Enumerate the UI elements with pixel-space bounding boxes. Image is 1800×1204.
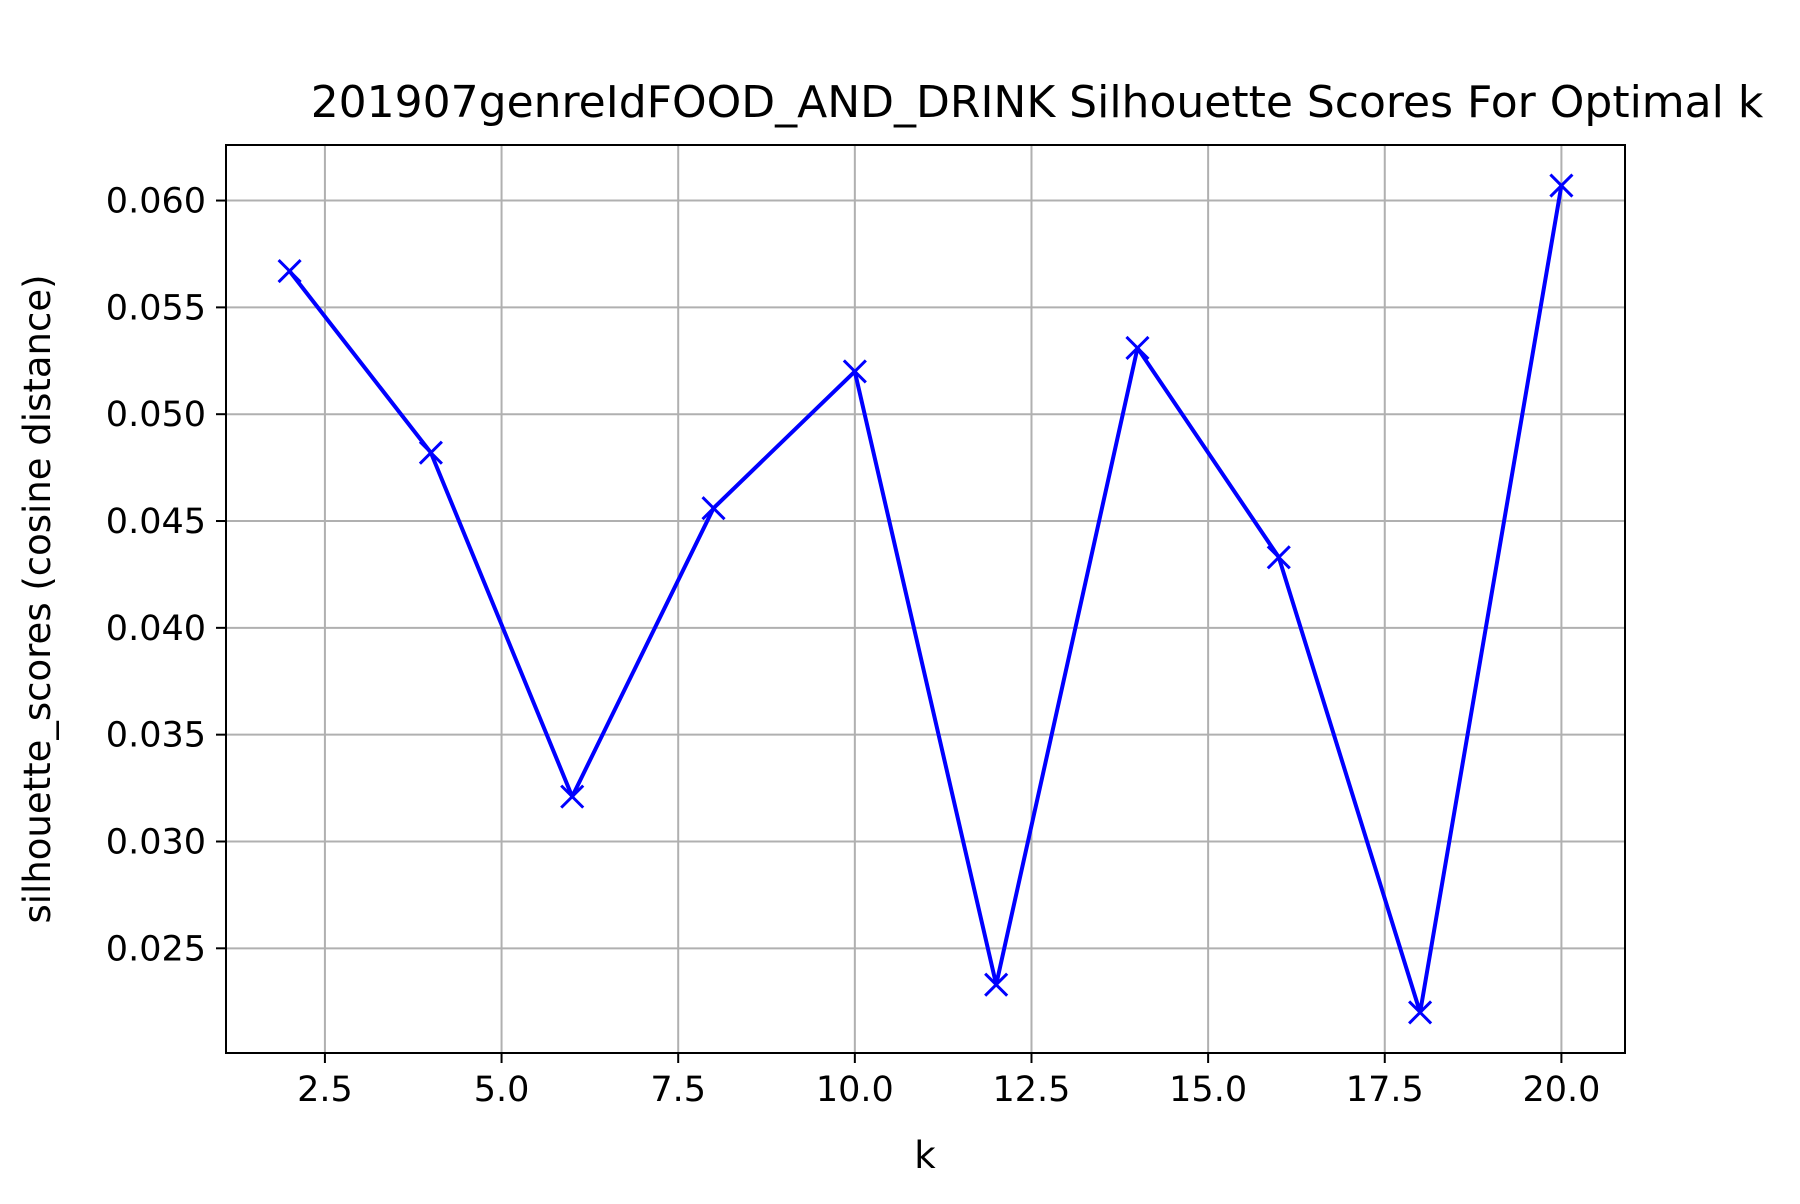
data-point-marker bbox=[842, 359, 867, 384]
x-tick-label: 12.5 bbox=[993, 1070, 1071, 1110]
y-tick-label: 0.025 bbox=[106, 929, 206, 969]
data-point-marker bbox=[1549, 173, 1574, 198]
y-axis-label: silhouette_scores (cosine distance) bbox=[16, 274, 59, 923]
marker-stroke bbox=[277, 258, 302, 284]
marker-stroke bbox=[842, 359, 867, 384]
x-tick-label: 20.0 bbox=[1522, 1070, 1600, 1110]
marker-stroke bbox=[418, 440, 443, 465]
y-tick-label: 0.055 bbox=[106, 288, 206, 328]
data-point-marker bbox=[1266, 545, 1291, 570]
y-tick-label: 0.035 bbox=[106, 716, 206, 756]
data-point-marker bbox=[560, 784, 585, 809]
marker-stroke bbox=[701, 496, 726, 521]
x-tick-label: 5.0 bbox=[474, 1070, 530, 1110]
data-point-marker bbox=[277, 258, 302, 284]
data-point-marker bbox=[1408, 1000, 1433, 1025]
data-point-marker bbox=[418, 440, 443, 465]
marker-stroke bbox=[1408, 1000, 1433, 1025]
axis-ticks: 2.5 5.0 7.5 10.0 12.5 15.0 17.5 20.0 0.025 0.030 0… bbox=[106, 182, 1601, 1110]
marker-stroke bbox=[1549, 173, 1574, 198]
y-tick-label: 0.050 bbox=[106, 395, 206, 435]
x-tick-label: 17.5 bbox=[1346, 1070, 1424, 1110]
series-line bbox=[287, 183, 1564, 1015]
marker-stroke bbox=[1125, 335, 1150, 361]
x-tick-label: 2.5 bbox=[297, 1070, 353, 1110]
x-tick-label: 10.0 bbox=[816, 1070, 894, 1110]
x-tick-label: 7.5 bbox=[650, 1070, 706, 1110]
data-point-marker bbox=[1125, 335, 1150, 361]
series-layer bbox=[277, 173, 1574, 1025]
data-point-marker bbox=[984, 972, 1009, 997]
y-tick-label: 0.040 bbox=[106, 609, 206, 649]
plot-frame bbox=[225, 144, 1626, 1054]
y-tick-label: 0.045 bbox=[106, 502, 206, 542]
marker-stroke bbox=[1266, 545, 1291, 570]
x-axis-label: k bbox=[914, 1134, 936, 1177]
marker-stroke bbox=[984, 972, 1009, 997]
y-tick-label: 0.030 bbox=[106, 822, 206, 862]
chart-title: 201907genreIdFOOD_AND_DRINK Silhouette S… bbox=[311, 77, 1764, 128]
y-tick-label: 0.060 bbox=[106, 182, 206, 222]
data-point-marker bbox=[701, 496, 726, 521]
marker-stroke bbox=[560, 784, 585, 809]
grid bbox=[226, 145, 1625, 1053]
x-tick-label: 15.0 bbox=[1169, 1070, 1247, 1110]
